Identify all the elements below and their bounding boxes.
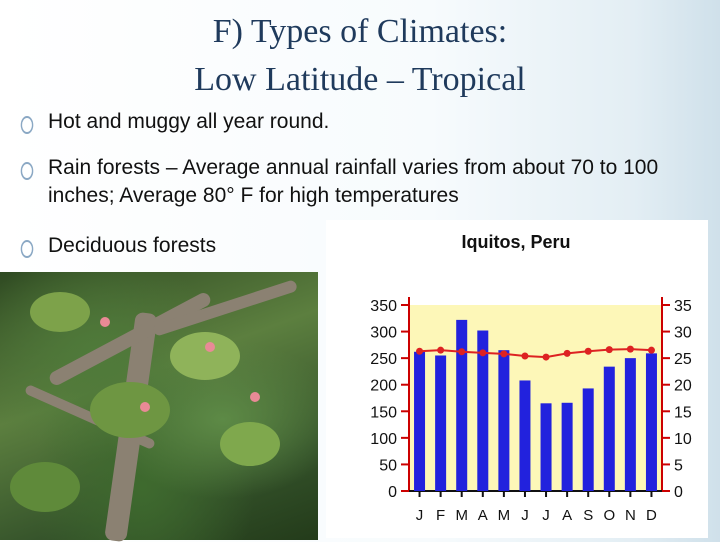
bullet-text: Hot and muggy all year round. bbox=[48, 110, 330, 133]
x-tick-label: J bbox=[521, 507, 529, 524]
temperature-point bbox=[542, 353, 550, 361]
bullet-item: Hot and muggy all year round. bbox=[14, 108, 329, 136]
right-tick-label: 5 bbox=[674, 457, 683, 474]
precip-bar bbox=[603, 366, 615, 491]
right-tick-label: 20 bbox=[674, 378, 692, 395]
right-tick-label: 30 bbox=[674, 325, 692, 342]
x-tick-label: A bbox=[478, 507, 488, 524]
forest-photo bbox=[0, 272, 318, 542]
temperature-point bbox=[479, 349, 487, 357]
x-tick-label: A bbox=[562, 507, 572, 524]
temperature-point bbox=[647, 346, 655, 354]
left-tick-label: 50 bbox=[379, 457, 397, 474]
flower bbox=[250, 392, 260, 402]
climate-chart: Iquitos, Peru 0 50 100 150 200 250 300 350 0 5 10 15… bbox=[326, 220, 708, 538]
x-tick-label: O bbox=[603, 507, 615, 524]
plot-area bbox=[409, 305, 662, 491]
left-tick-label: 200 bbox=[370, 378, 397, 395]
temperature-point bbox=[605, 346, 613, 354]
x-tick-label: M bbox=[498, 507, 511, 524]
precip-bar bbox=[435, 355, 447, 491]
x-tick-label: S bbox=[583, 507, 593, 524]
chart-svg: Iquitos, Peru 0 50 100 150 200 250 300 350 0 5 10 15… bbox=[328, 232, 692, 524]
bullet-icon bbox=[20, 116, 34, 134]
precip-bar bbox=[540, 403, 552, 491]
x-tick-label: J bbox=[542, 507, 550, 524]
bullet-item: Deciduous forests bbox=[14, 232, 216, 260]
precip-bar bbox=[561, 402, 573, 491]
precip-bar bbox=[477, 330, 489, 491]
chart-title: Iquitos, Peru bbox=[461, 232, 570, 252]
left-tick-label: 100 bbox=[370, 431, 397, 448]
precip-bar bbox=[414, 351, 426, 491]
x-tick-label: N bbox=[625, 507, 636, 524]
flower bbox=[140, 402, 150, 412]
temperature-line bbox=[419, 348, 652, 359]
title-line-2: Low Latitude – Tropical bbox=[194, 61, 526, 98]
temperature-point bbox=[521, 352, 529, 360]
leaf-cluster bbox=[10, 462, 80, 512]
right-tick-label: 10 bbox=[674, 431, 692, 448]
precip-bar bbox=[519, 380, 531, 491]
temperature-point bbox=[500, 350, 508, 358]
x-tick-label: M bbox=[455, 507, 468, 524]
left-tick-label: 0 bbox=[388, 484, 397, 501]
temperature-point bbox=[584, 347, 592, 355]
precip-bar bbox=[498, 350, 510, 491]
left-tick-label: 300 bbox=[370, 325, 397, 342]
temperature-point bbox=[563, 349, 571, 357]
left-tick-label: 150 bbox=[370, 404, 397, 421]
leaf-cluster bbox=[170, 332, 240, 380]
leaf-cluster bbox=[90, 382, 170, 438]
x-tick-label: J bbox=[416, 507, 424, 524]
bullet-text: Rain forests – Average annual rainfall v… bbox=[48, 156, 659, 207]
slide-title: F) Types of Climates: Low Latitude – Tro… bbox=[0, 8, 720, 104]
bullet-icon bbox=[20, 240, 34, 258]
x-tick-label: D bbox=[646, 507, 657, 524]
bullet-item: Rain forests – Average annual rainfall v… bbox=[14, 154, 708, 210]
precip-bar bbox=[582, 388, 594, 491]
axis-label-strip bbox=[328, 320, 334, 460]
temperature-point bbox=[626, 345, 634, 353]
flower bbox=[100, 317, 110, 327]
title-line-1: F) Types of Climates: bbox=[212, 13, 508, 50]
right-tick-label: 15 bbox=[674, 404, 692, 421]
bullet-text: Deciduous forests bbox=[48, 234, 217, 257]
temperature-point bbox=[437, 346, 445, 354]
flower bbox=[205, 342, 215, 352]
leaf-cluster bbox=[220, 422, 280, 466]
temperature-point bbox=[458, 348, 466, 356]
precip-bar bbox=[645, 353, 657, 491]
right-tick-label: 35 bbox=[674, 298, 692, 315]
temperature-point bbox=[416, 347, 424, 355]
left-tick-label: 250 bbox=[370, 351, 397, 368]
right-tick-label: 25 bbox=[674, 351, 692, 368]
x-tick-label: F bbox=[436, 507, 445, 524]
leaf-cluster bbox=[30, 292, 90, 332]
bullet-icon bbox=[20, 162, 34, 180]
precip-bar bbox=[624, 358, 636, 491]
precip-bar bbox=[456, 319, 468, 491]
left-tick-label: 350 bbox=[370, 298, 397, 315]
right-tick-label: 0 bbox=[674, 484, 683, 501]
